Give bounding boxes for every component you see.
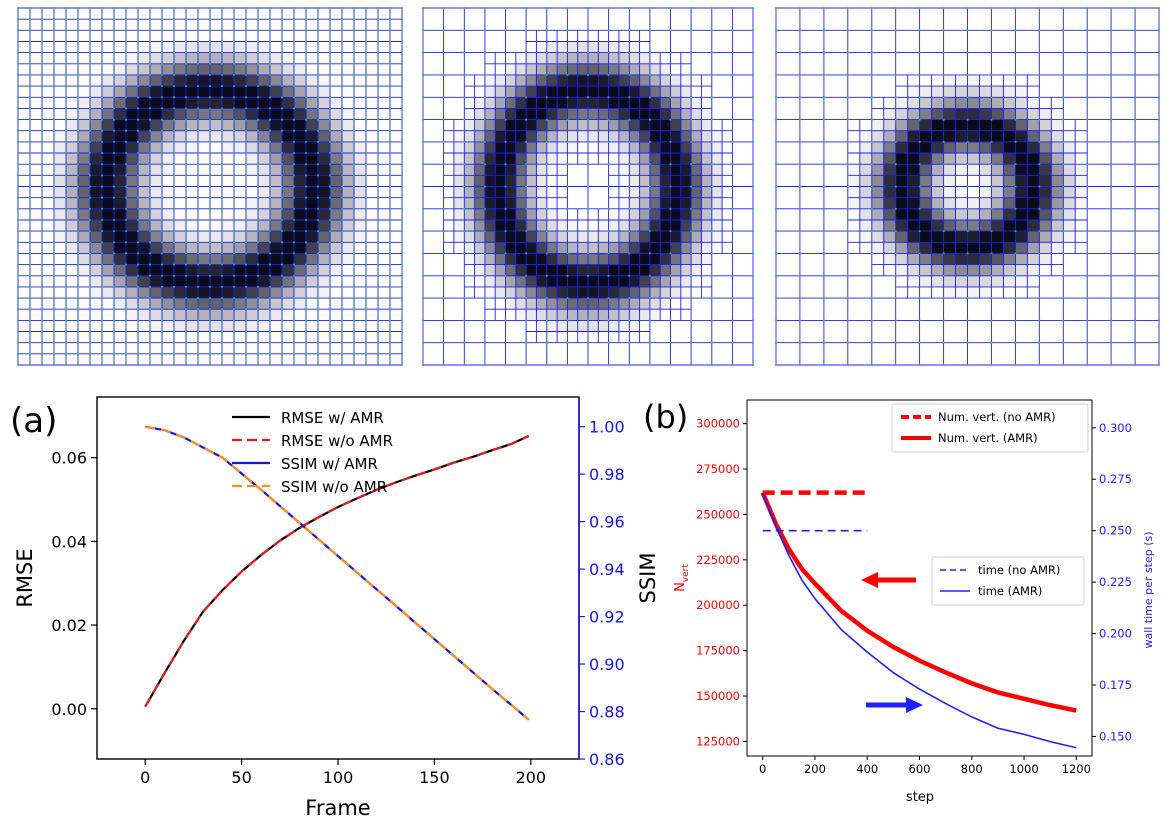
panel-b-left-tick-0: 125000 [696, 734, 740, 748]
panel-b-x-tick-4: 800 [961, 762, 983, 776]
panel-b-xlabel: step [906, 790, 934, 805]
panel-a-series-0 [144, 434, 530, 708]
panel-b-right-tick-4: 0.250 [1099, 524, 1132, 538]
panel-a-plot [96, 396, 580, 760]
panel-b-left-tick-6: 275000 [696, 462, 740, 476]
panel-b-x-tick-2: 400 [856, 762, 878, 776]
panel-a-right-tick-7: 1.00 [589, 418, 625, 437]
panel-a-x-tick-4: 200 [516, 768, 547, 787]
panel-a-x-tick-1: 50 [231, 768, 251, 787]
panel-b-ylabel-sub: vert [681, 564, 691, 583]
panel-b-x-tick-0: 0 [759, 762, 766, 776]
panel-a-right-tick-5: 0.96 [589, 513, 625, 532]
panel-b-x-tick-6: 1200 [1062, 762, 1091, 776]
panel-a-legend: RMSE w/ AMR RMSE w/o AMR SSIM w/ AMR SSI… [232, 409, 393, 496]
panel-b-left-tick-1: 150000 [696, 689, 740, 703]
panel-a-x-tick-2: 100 [323, 768, 354, 787]
panel-b-right-tick-3: 0.225 [1099, 575, 1132, 589]
svg-text:Nvert: Nvert [673, 564, 691, 592]
panel-b-left-tick-5: 250000 [696, 507, 740, 521]
panel-a-right-ylabel: SSIM [636, 553, 660, 604]
panel-a-left-ylabel: RMSE [13, 548, 37, 607]
panel-a-left-tick-3: 0.06 [51, 449, 87, 468]
panel-b-left-axis: 125000 150000 175000 200000 225000 250000 2750… [696, 417, 747, 748]
panel-a-left-tick-1: 0.02 [51, 616, 87, 635]
panel-b-series-3 [761, 493, 1077, 749]
panel-b-right-tick-2: 0.200 [1099, 627, 1132, 641]
panel-b-series-1 [760, 491, 1077, 713]
mesh-panel-amr-late [775, 7, 1160, 366]
mesh-panel-uniform [17, 7, 403, 366]
panel-a-x-tick-3: 150 [419, 768, 450, 787]
panel-a-left-tick-0: 0.00 [51, 700, 87, 719]
mesh-panel-amr-early [422, 7, 754, 366]
panel-a-right-tick-3: 0.92 [589, 608, 625, 627]
panel-b-x-axis: 0 200 400 600 800 1000 1200 [759, 756, 1091, 776]
panel-b-right-tick-5: 0.275 [1099, 472, 1132, 486]
arrow-left-red [861, 572, 916, 588]
panel-a-right-tick-0: 0.86 [589, 750, 625, 769]
panel-a-left-axis: 0.00 0.02 0.04 0.06 [51, 449, 97, 719]
legend-rmse-no-amr: RMSE w/o AMR [281, 432, 393, 450]
panel-b-left-tick-3: 200000 [696, 598, 740, 612]
panel-b-right-tick-1: 0.175 [1099, 678, 1132, 692]
panel-b-right-tick-0: 0.150 [1099, 729, 1132, 743]
panel-a-x-axis: 0 50 100 150 200 [140, 759, 546, 787]
panel-b-right-axis: 0.150 0.175 0.200 0.225 0.250 0.275 0.300 [1092, 421, 1132, 743]
legend-rmse-amr: RMSE w/ AMR [281, 409, 384, 427]
panel-b-left-ylabel: Nvert [673, 564, 691, 592]
panel-a-left-tick-2: 0.04 [51, 532, 87, 551]
legend-nvert-amr: Num. vert. (AMR) [938, 431, 1038, 445]
panel-b-x-tick-1: 200 [804, 762, 826, 776]
panel-b-legend-mid: time (no AMR) time (AMR) [931, 556, 1085, 606]
panel-a-right-tick-1: 0.88 [589, 703, 625, 722]
legend-ssim-amr: SSIM w/ AMR [281, 455, 378, 473]
panel-b-ylabel-n: N [673, 582, 688, 592]
panel-b-label: (b) [643, 398, 688, 436]
panel-a-right-tick-4: 0.94 [589, 560, 625, 579]
panel-a-right-axis: 0.86 0.88 0.90 0.92 0.94 0.96 0.98 1.00 [579, 418, 625, 769]
legend-nvert-no-amr: Num. vert. (no AMR) [938, 410, 1056, 424]
panel-b-x-tick-3: 600 [909, 762, 931, 776]
panel-a-series-1 [144, 434, 530, 708]
panel-b-left-tick-2: 175000 [696, 644, 740, 658]
panel-a-x-tick-0: 0 [140, 768, 150, 787]
panel-a-right-tick-2: 0.90 [589, 655, 625, 674]
panel-a-series-3 [145, 425, 530, 721]
panel-b-right-ylabel: wall time per step (s) [1142, 531, 1155, 648]
legend-time-amr: time (AMR) [978, 584, 1042, 598]
panel-b-legend-top: Num. vert. (no AMR) Num. vert. (AMR) [891, 403, 1089, 453]
panel-a-xlabel: Frame [305, 796, 370, 820]
panel-b-left-tick-4: 225000 [696, 553, 740, 567]
panel-a-label: (a) [10, 401, 57, 441]
legend-time-no-amr: time (no AMR) [978, 563, 1060, 577]
panel-b-x-tick-5: 1000 [1009, 762, 1038, 776]
legend-ssim-no-amr: SSIM w/o AMR [281, 478, 387, 496]
panel-a-right-tick-6: 0.98 [589, 465, 625, 484]
panel-b-left-tick-7: 300000 [696, 417, 740, 431]
panel-b-right-tick-6: 0.300 [1099, 421, 1132, 435]
arrow-right-blue [866, 697, 923, 713]
